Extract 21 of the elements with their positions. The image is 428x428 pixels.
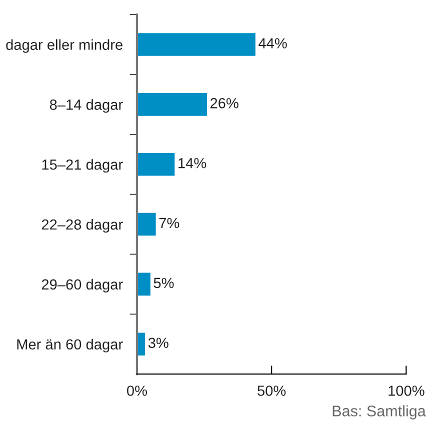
bar xyxy=(136,93,207,116)
y-tick-label: 22–28 dagar xyxy=(42,218,123,233)
y-tick-label: 8–14 dagar xyxy=(50,99,123,113)
text: Bas: Samtliga xyxy=(332,405,426,420)
y-tick-label: Mer än 60 dagar xyxy=(17,338,123,352)
data-label: 3% xyxy=(148,338,168,348)
bar xyxy=(136,33,256,56)
x-tick-label: 50% xyxy=(258,386,286,396)
data-label: 44% xyxy=(258,38,287,48)
bar xyxy=(136,212,156,236)
data-label: 5% xyxy=(154,278,174,288)
bar xyxy=(136,272,150,296)
x-tick-label: 0% xyxy=(126,386,147,396)
data-label: 26% xyxy=(210,98,238,108)
x-tick-label: 100% xyxy=(388,386,424,396)
bar xyxy=(136,152,175,176)
data-label: 14% xyxy=(178,158,206,168)
y-tick-label: 15–21 dagar xyxy=(42,159,123,173)
y-tick-label: dagar eller mindre xyxy=(6,39,122,53)
y-tick-label: 29–60 dagar xyxy=(42,278,123,292)
data-label: 7% xyxy=(159,218,180,228)
